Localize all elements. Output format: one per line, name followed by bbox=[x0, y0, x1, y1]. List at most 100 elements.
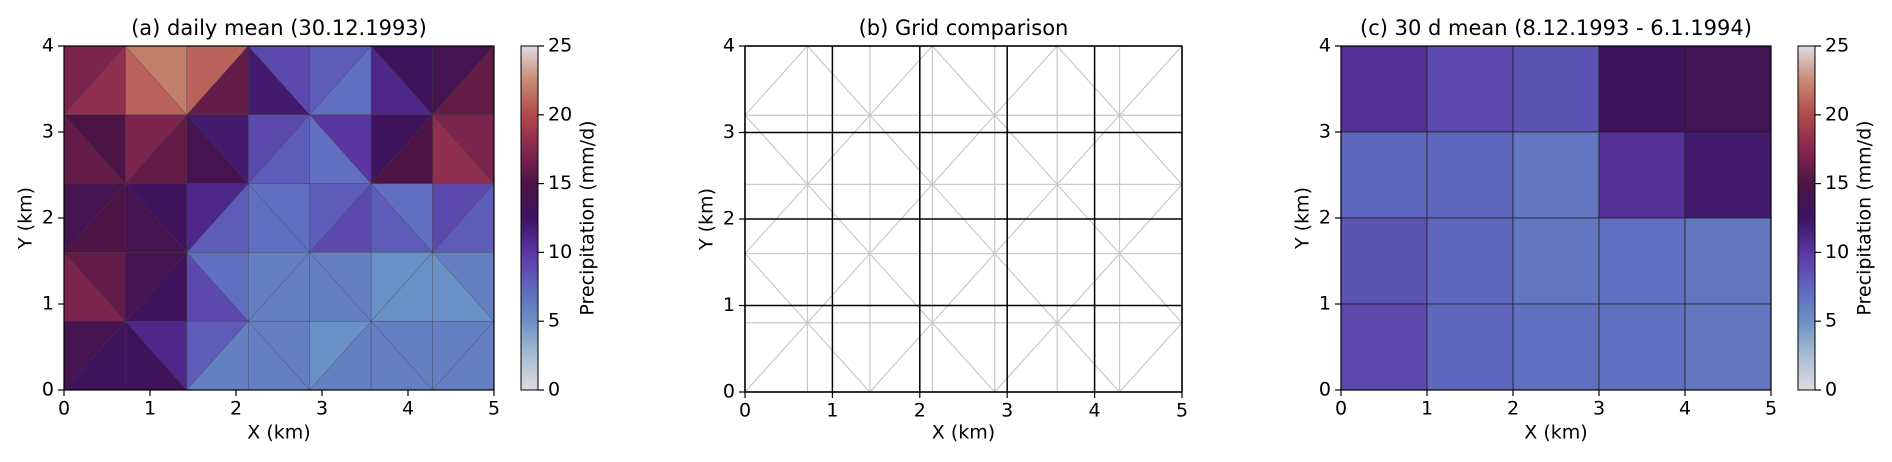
y-tick-label: 2 bbox=[723, 208, 735, 230]
mesh-outline bbox=[868, 253, 933, 325]
y-tick-label: 1 bbox=[42, 293, 54, 315]
y-tick-label: 1 bbox=[723, 294, 735, 316]
x-tick-label: 2 bbox=[914, 400, 926, 422]
colorbar-tick-label: 10 bbox=[548, 241, 572, 263]
x-tick-label: 3 bbox=[316, 398, 328, 420]
heatmap-cell bbox=[1684, 131, 1772, 219]
colorbar-tick-label: 0 bbox=[548, 379, 560, 401]
heatmap-cell bbox=[1340, 45, 1428, 133]
x-tick-label: 3 bbox=[1593, 398, 1605, 420]
heatmap-cell bbox=[1426, 45, 1514, 133]
chart-title: (b) Grid comparison bbox=[859, 16, 1069, 40]
colorbar-tick-label: 0 bbox=[1825, 379, 1837, 401]
heatmap-cell bbox=[1340, 303, 1428, 391]
mesh-outline bbox=[806, 322, 871, 394]
y-tick-label: 3 bbox=[1319, 121, 1331, 143]
mesh-outline bbox=[743, 114, 808, 186]
mesh-outline bbox=[868, 44, 933, 116]
x-tick-label: 5 bbox=[488, 398, 500, 420]
x-tick-label: 5 bbox=[1765, 398, 1777, 420]
x-tick-label: 4 bbox=[1089, 400, 1101, 422]
x-tick-label: 3 bbox=[1001, 400, 1013, 422]
x-tick-label: 0 bbox=[739, 400, 751, 422]
heatmap-cell bbox=[1512, 303, 1600, 391]
heatmap-cell bbox=[1684, 303, 1772, 391]
mesh-outline bbox=[993, 114, 1058, 186]
mesh-outline bbox=[931, 252, 996, 324]
x-tick-label: 1 bbox=[1421, 398, 1433, 420]
mesh-outline bbox=[931, 322, 996, 394]
y-tick-label: 4 bbox=[723, 35, 735, 57]
heatmap-cell bbox=[1340, 217, 1428, 305]
mesh-outline bbox=[806, 113, 871, 185]
x-tick-label: 4 bbox=[402, 398, 414, 420]
y-tick-label: 3 bbox=[42, 121, 54, 143]
mesh-outline bbox=[868, 114, 933, 186]
mesh-outline bbox=[806, 45, 871, 117]
x-tick-label: 0 bbox=[58, 398, 70, 420]
colorbar-tick-label: 5 bbox=[548, 310, 560, 332]
y-tick-label: 0 bbox=[723, 381, 735, 403]
mesh-outline bbox=[806, 252, 871, 324]
x-tick-label: 0 bbox=[1335, 398, 1347, 420]
mesh-outline bbox=[1118, 44, 1183, 116]
x-tick-label: 1 bbox=[826, 400, 838, 422]
heatmap-cell bbox=[1426, 303, 1514, 391]
mesh-outline bbox=[1118, 321, 1183, 393]
mesh-outline bbox=[931, 113, 996, 185]
y-tick-label: 0 bbox=[42, 379, 54, 401]
mesh-outline bbox=[868, 321, 933, 393]
x-tick-label: 5 bbox=[1176, 400, 1188, 422]
y-tick-label: 4 bbox=[42, 35, 54, 57]
colorbar-label: Precipitation (mm/d) bbox=[1854, 120, 1876, 315]
colorbar bbox=[1797, 45, 1816, 391]
y-tick-label: 2 bbox=[42, 207, 54, 229]
mesh-outline bbox=[1056, 252, 1121, 324]
chart-title: (a) daily mean (30.12.1993) bbox=[131, 16, 427, 40]
x-axis-label: X (km) bbox=[1524, 422, 1587, 444]
mesh-outline bbox=[743, 321, 808, 393]
mesh-outline bbox=[1056, 45, 1121, 117]
x-tick-label: 4 bbox=[1679, 398, 1691, 420]
y-tick-label: 4 bbox=[1319, 35, 1331, 57]
x-axis-label: X (km) bbox=[247, 422, 310, 444]
mesh-outline bbox=[1056, 322, 1121, 394]
colorbar-tick-label: 5 bbox=[1825, 310, 1837, 332]
mesh-outline bbox=[993, 253, 1058, 325]
heatmap-cell bbox=[1426, 131, 1514, 219]
heatmap-cell bbox=[1684, 217, 1772, 305]
y-tick-label: 2 bbox=[1319, 207, 1331, 229]
y-axis-label: Y (km) bbox=[1292, 187, 1314, 250]
heatmap-cell bbox=[1512, 45, 1600, 133]
heatmap-cell bbox=[1426, 217, 1514, 305]
chart-title: (c) 30 d mean (8.12.1993 - 6.1.1994) bbox=[1360, 16, 1752, 40]
x-axis-label: X (km) bbox=[932, 422, 995, 444]
heatmap-cell bbox=[1512, 131, 1600, 219]
colorbar bbox=[520, 45, 539, 391]
colorbar-label: Precipitation (mm/d) bbox=[577, 120, 599, 315]
heatmap-cell bbox=[1512, 217, 1600, 305]
colorbar-tick-label: 25 bbox=[548, 35, 572, 57]
mesh-outline bbox=[743, 44, 808, 116]
y-tick-label: 3 bbox=[723, 121, 735, 143]
heatmap-cell bbox=[1340, 131, 1428, 219]
y-axis-label: Y (km) bbox=[15, 187, 37, 250]
colorbar-tick-label: 20 bbox=[548, 103, 572, 125]
mesh-outline bbox=[743, 253, 808, 325]
colorbar-tick-label: 25 bbox=[1825, 35, 1849, 57]
mesh-outline bbox=[1118, 253, 1183, 325]
mesh-outline bbox=[931, 45, 996, 117]
heatmap-cell bbox=[1598, 303, 1686, 391]
mesh-outline bbox=[1118, 114, 1183, 186]
colorbar-tick-label: 10 bbox=[1825, 241, 1849, 263]
y-tick-label: 0 bbox=[1319, 379, 1331, 401]
colorbar-tick-label: 20 bbox=[1825, 103, 1849, 125]
x-tick-label: 1 bbox=[144, 398, 156, 420]
mesh-outline bbox=[993, 44, 1058, 116]
y-axis-label: Y (km) bbox=[696, 188, 718, 251]
colorbar-tick-label: 15 bbox=[1825, 172, 1849, 194]
mesh-outline bbox=[1056, 113, 1121, 185]
y-tick-label: 1 bbox=[1319, 293, 1331, 315]
colorbar-tick-label: 15 bbox=[548, 172, 572, 194]
